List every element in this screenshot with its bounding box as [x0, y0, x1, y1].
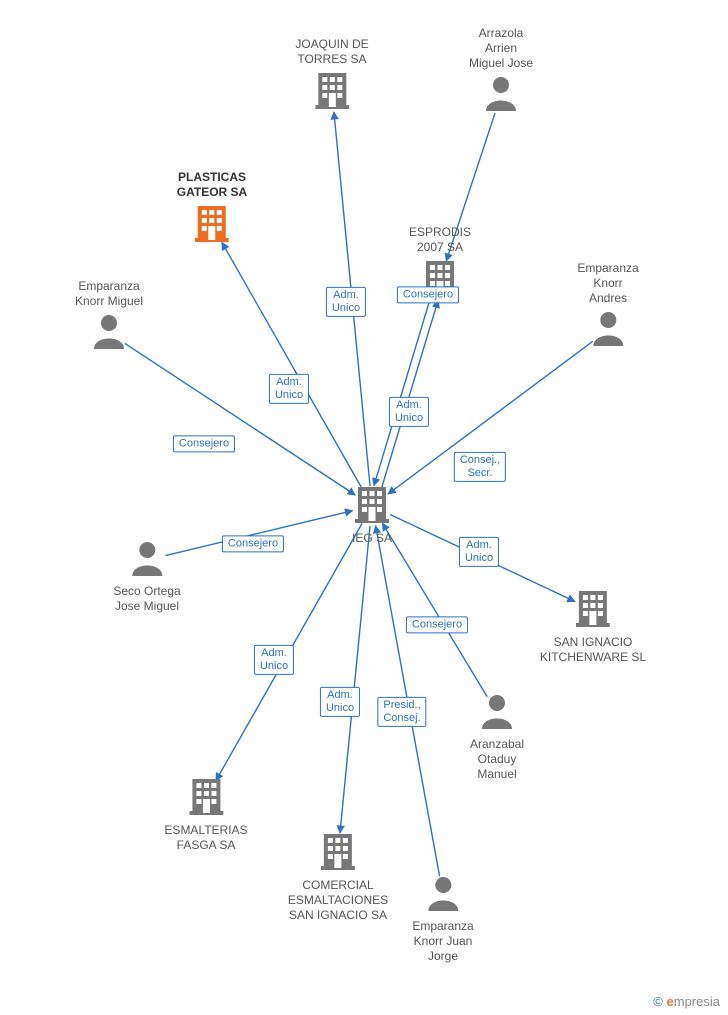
node-emp_andres: EmparanzaKnorrAndres: [577, 261, 638, 350]
person-icon: [484, 75, 518, 115]
building-icon: [321, 832, 355, 874]
node-label: SAN IGNACIOKITCHENWARE SL: [540, 635, 646, 665]
building-icon: [195, 204, 229, 246]
node-seco: Seco OrtegaJose Miguel: [113, 540, 180, 614]
node-esprodis: ESPRODIS2007 SA: [409, 225, 471, 301]
edge: [216, 523, 362, 780]
node-arrazola: ArrazolaArrienMiguel Jose: [469, 26, 533, 115]
edge-label: Consejero: [406, 616, 468, 633]
person-icon: [480, 693, 514, 733]
edge-label: Adm.Unico: [320, 687, 360, 717]
node-label: EmparanzaKnorr Miguel: [75, 279, 143, 309]
person-icon: [426, 875, 460, 915]
edge-label: Adm.Unico: [389, 397, 429, 427]
edge-label: Adm.Unico: [254, 645, 294, 675]
node-label: EmparanzaKnorrAndres: [577, 261, 638, 306]
edge-label: Consejero: [222, 535, 284, 552]
node-emp_jorge: EmparanzaKnorr JuanJorge: [412, 875, 473, 964]
node-label: ESPRODIS2007 SA: [409, 225, 471, 255]
edge-label: Consejero: [173, 435, 235, 452]
edge-label: Adm.Unico: [326, 287, 366, 317]
building-icon: [189, 777, 223, 819]
building-icon: [355, 485, 389, 527]
edge: [376, 526, 440, 877]
person-icon: [130, 540, 164, 580]
building-icon: [576, 589, 610, 631]
node-aranzabal: AranzabalOtaduyManuel: [470, 693, 524, 782]
node-label: COMERCIALESMALTACIONESSAN IGNACIO SA: [288, 878, 388, 923]
node-label: Seco OrtegaJose Miguel: [113, 584, 180, 614]
node-label: AranzabalOtaduyManuel: [470, 737, 524, 782]
edge: [125, 343, 355, 495]
node-label: PLASTICASGATEOR SA: [177, 170, 247, 200]
edge-label: Adm.Unico: [269, 374, 309, 404]
person-icon: [92, 313, 126, 353]
brand-e: e: [667, 994, 674, 1009]
copyright: © empresia: [653, 994, 720, 1009]
node-plasticas: PLASTICASGATEOR SA: [177, 170, 247, 246]
person-icon: [591, 310, 625, 350]
edge-label: Presid.,Consej.: [377, 697, 426, 727]
node-comercial: COMERCIALESMALTACIONESSAN IGNACIO SA: [288, 832, 388, 923]
node-emp_miguel: EmparanzaKnorr Miguel: [75, 279, 143, 353]
node-label: ArrazolaArrienMiguel Jose: [469, 26, 533, 71]
node-ieg: IEG SA: [352, 485, 392, 546]
node-esmalterias: ESMALTERIASFASGA SA: [164, 777, 247, 853]
node-label: IEG SA: [352, 531, 392, 546]
edge: [340, 526, 370, 833]
node-joaquin: JOAQUIN DETORRES SA: [295, 37, 368, 113]
edge: [388, 341, 593, 494]
node-label: EmparanzaKnorr JuanJorge: [412, 919, 473, 964]
edge: [382, 523, 487, 697]
copyright-symbol: ©: [653, 994, 663, 1009]
edge: [334, 112, 370, 486]
node-label: JOAQUIN DETORRES SA: [295, 37, 368, 67]
edge-label: Adm.Unico: [459, 537, 499, 567]
node-sanignacio: SAN IGNACIOKITCHENWARE SL: [540, 589, 646, 665]
brand-rest: mpresia: [674, 994, 720, 1009]
edge-label: Consej.,Secr.: [454, 452, 506, 482]
edge: [165, 511, 352, 556]
edge: [222, 242, 362, 488]
building-icon: [315, 71, 349, 113]
node-label: ESMALTERIASFASGA SA: [164, 823, 247, 853]
building-icon: [423, 259, 457, 301]
